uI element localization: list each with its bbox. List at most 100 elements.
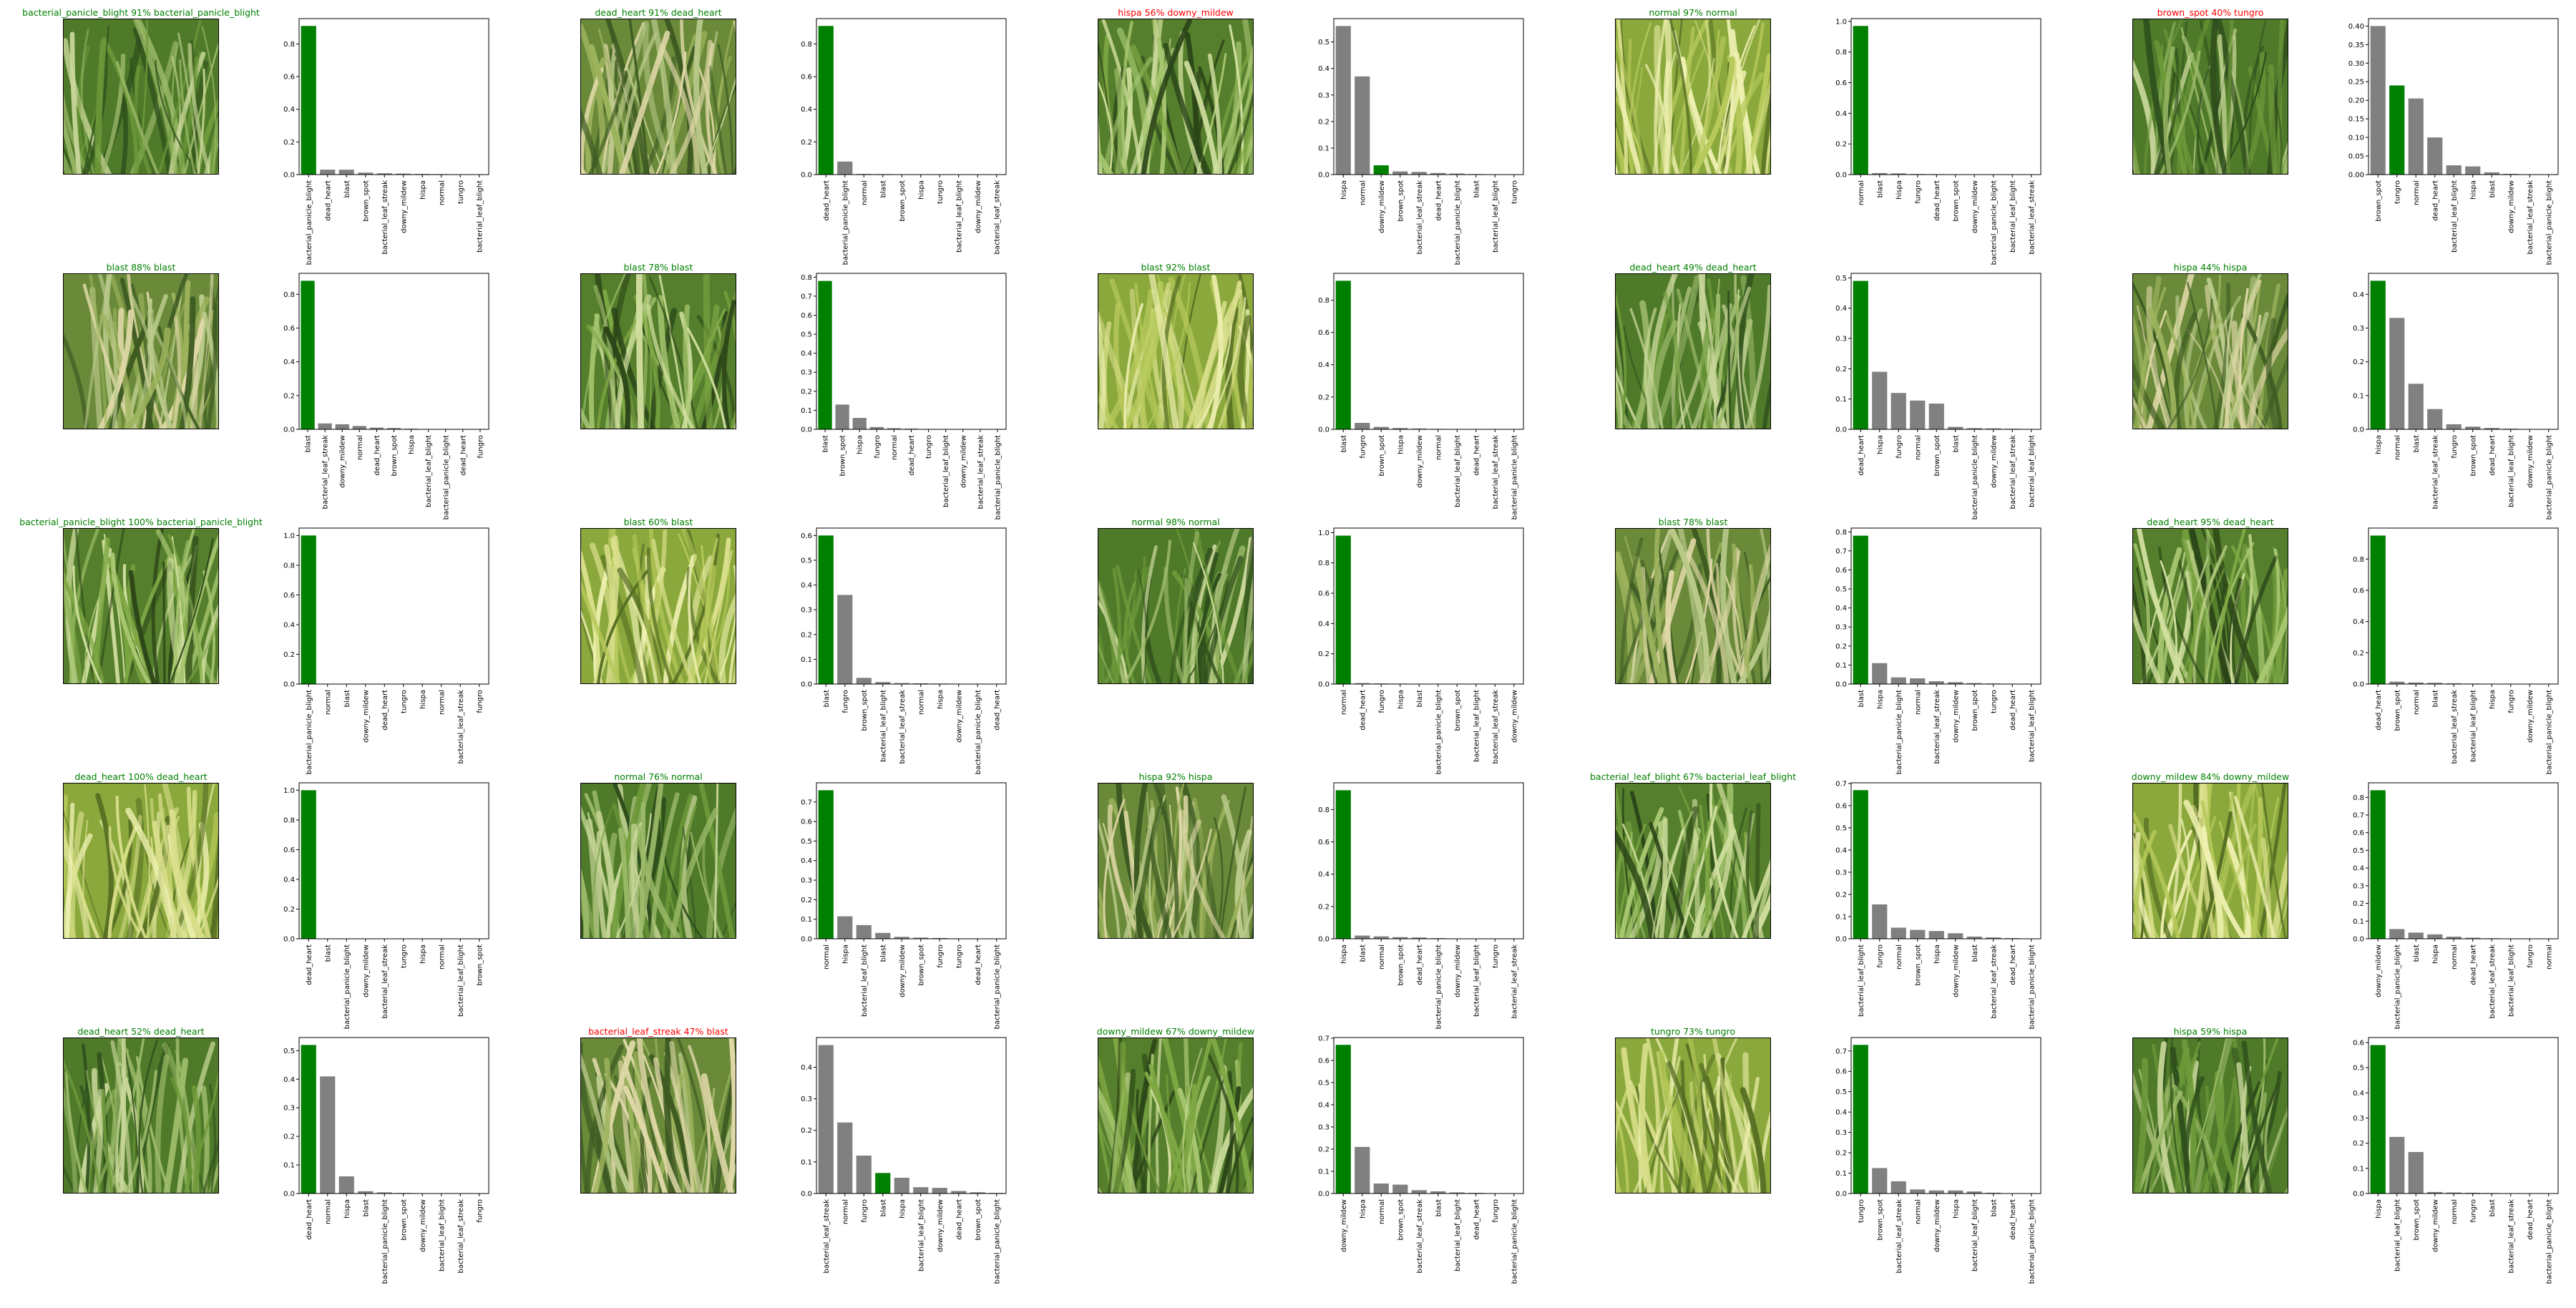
y-tick-label: 0.8 xyxy=(1318,560,1330,567)
field-photo-graphic xyxy=(581,19,736,174)
prediction-title: dead_heart 49% dead_heart xyxy=(1629,262,1756,273)
y-tick-label: 0.4 xyxy=(1318,1101,1330,1109)
x-tick-label: hispa xyxy=(841,945,849,964)
probability-bar xyxy=(894,1178,909,1194)
x-tick-label: downy_mildew xyxy=(1952,945,1960,997)
x-tick-label: bacterial_leaf_streak xyxy=(1896,1199,1903,1274)
y-tick-label: 0.2 xyxy=(2353,1140,2364,1148)
y-tick-label: 0.6 xyxy=(2353,829,2364,837)
prediction-cell: bacterial_panicle_blight 91% bacterial_p… xyxy=(0,9,517,263)
x-tick-label: bacterial_leaf_blight xyxy=(2028,690,2036,762)
y-tick-label: 0.2 xyxy=(283,651,295,659)
x-tick-label: blast xyxy=(1416,690,1424,707)
x-tick-label: bacterial_panicle_blight xyxy=(994,435,1002,519)
x-tick-label: dead_heart xyxy=(1435,180,1443,221)
y-tick-label: 0.2 xyxy=(1835,366,1847,374)
x-tick-label: bacterial_leaf_streak xyxy=(899,690,907,764)
x-tick-label: dead_heart xyxy=(1933,180,1941,221)
y-tick-label: 0.15 xyxy=(2348,116,2364,124)
true-label-bar xyxy=(301,790,316,939)
field-photo-graphic xyxy=(1616,19,1770,174)
y-tick-label: 0.8 xyxy=(1835,49,1847,57)
rice-field-image xyxy=(63,528,219,684)
x-tick-label: bacterial_panicle_blight xyxy=(2545,690,2553,774)
true-label-bar xyxy=(301,535,316,684)
x-tick-label: blast xyxy=(822,435,830,452)
y-tick-label: 0.8 xyxy=(1835,529,1847,537)
x-tick-label: normal xyxy=(1340,690,1348,715)
y-tick-label: 0.8 xyxy=(1318,806,1330,814)
x-tick-label: brown_spot xyxy=(839,435,847,477)
field-photo-graphic xyxy=(1616,529,1770,683)
y-tick-label: 0.2 xyxy=(2353,900,2364,908)
axes-frame xyxy=(2368,783,2558,939)
probability-bar xyxy=(2446,165,2462,175)
rice-field-image xyxy=(1098,19,1254,175)
x-tick-label: blast xyxy=(2489,180,2497,197)
x-tick-label: blast xyxy=(305,435,313,452)
y-tick-label: 0.3 xyxy=(1835,869,1847,877)
x-tick-label: blast xyxy=(823,690,831,707)
axes-frame xyxy=(299,19,489,175)
y-tick-label: 0.6 xyxy=(1318,839,1330,846)
probability-bar xyxy=(1374,937,1389,939)
x-tick-label: hispa xyxy=(1876,435,1884,454)
field-photo-graphic xyxy=(1616,274,1770,429)
y-tick-label: 0.6 xyxy=(1835,802,1847,810)
y-tick-label: 0.0 xyxy=(2353,426,2364,434)
prediction-title: dead_heart 100% dead_heart xyxy=(74,771,207,782)
y-tick-label: 0.8 xyxy=(1318,297,1330,305)
x-tick-label: bacterial_leaf_streak xyxy=(381,180,389,255)
x-tick-label: bacterial_panicle_blight xyxy=(1990,180,1998,265)
probability-bar xyxy=(1355,77,1370,175)
x-tick-label: bacterial_panicle_blight xyxy=(1454,180,1462,265)
y-tick-label: 0.3 xyxy=(2353,1115,2364,1123)
x-tick-label: dead_heart xyxy=(1473,435,1480,476)
field-photo-graphic xyxy=(581,529,736,683)
y-tick-label: 0.4 xyxy=(1835,305,1847,313)
x-tick-label: tungro xyxy=(955,945,963,968)
x-tick-label: blast xyxy=(2431,690,2439,707)
x-tick-label: brown_spot xyxy=(1971,690,1979,731)
y-tick-label: 0.6 xyxy=(1835,567,1847,575)
probability-bar xyxy=(836,404,849,429)
x-tick-label: fungro xyxy=(2451,435,2459,459)
field-photo-graphic xyxy=(64,19,218,174)
probability-bar xyxy=(1929,931,1944,939)
y-tick-label: 0.0 xyxy=(1835,681,1847,689)
x-tick-label: blast xyxy=(324,945,332,962)
x-tick-label: bacterial_leaf_blight xyxy=(2507,945,2515,1017)
x-tick-label: dead_heart xyxy=(823,180,831,221)
y-tick-label: 0.7 xyxy=(1835,547,1847,555)
y-tick-label: 0.2 xyxy=(283,1133,295,1141)
x-tick-label: brown_spot xyxy=(1876,1199,1884,1241)
y-tick-label: 0.1 xyxy=(1318,1168,1330,1176)
y-tick-label: 0.4 xyxy=(2353,865,2364,873)
x-tick-label: tungro xyxy=(2394,180,2401,204)
y-tick-label: 0.2 xyxy=(1318,650,1330,658)
x-tick-label: fungro xyxy=(1896,435,1903,459)
x-tick-label: bacterial_leaf_streak xyxy=(1416,1199,1424,1274)
probability-bar xyxy=(1872,904,1887,939)
field-photo-graphic xyxy=(1098,19,1253,174)
probability-bar xyxy=(339,1176,354,1194)
true-label-bar xyxy=(1336,536,1351,684)
x-tick-label: blast xyxy=(2489,1199,2497,1216)
true-label-bar xyxy=(1853,281,1868,429)
y-tick-label: 0.3 xyxy=(801,877,812,885)
y-tick-label: 0.2 xyxy=(1318,1146,1330,1153)
x-tick-label: bacterial_panicle_blight xyxy=(442,435,450,519)
prediction-title: normal 97% normal xyxy=(1649,7,1737,18)
x-tick-label: hispa xyxy=(1896,180,1903,200)
x-tick-label: brown_spot xyxy=(2413,1199,2421,1241)
y-tick-label: 0.1 xyxy=(1835,913,1847,921)
x-tick-label: tungro xyxy=(400,690,408,713)
y-tick-label: 0.2 xyxy=(1318,118,1330,126)
y-tick-label: 0.6 xyxy=(283,74,295,82)
